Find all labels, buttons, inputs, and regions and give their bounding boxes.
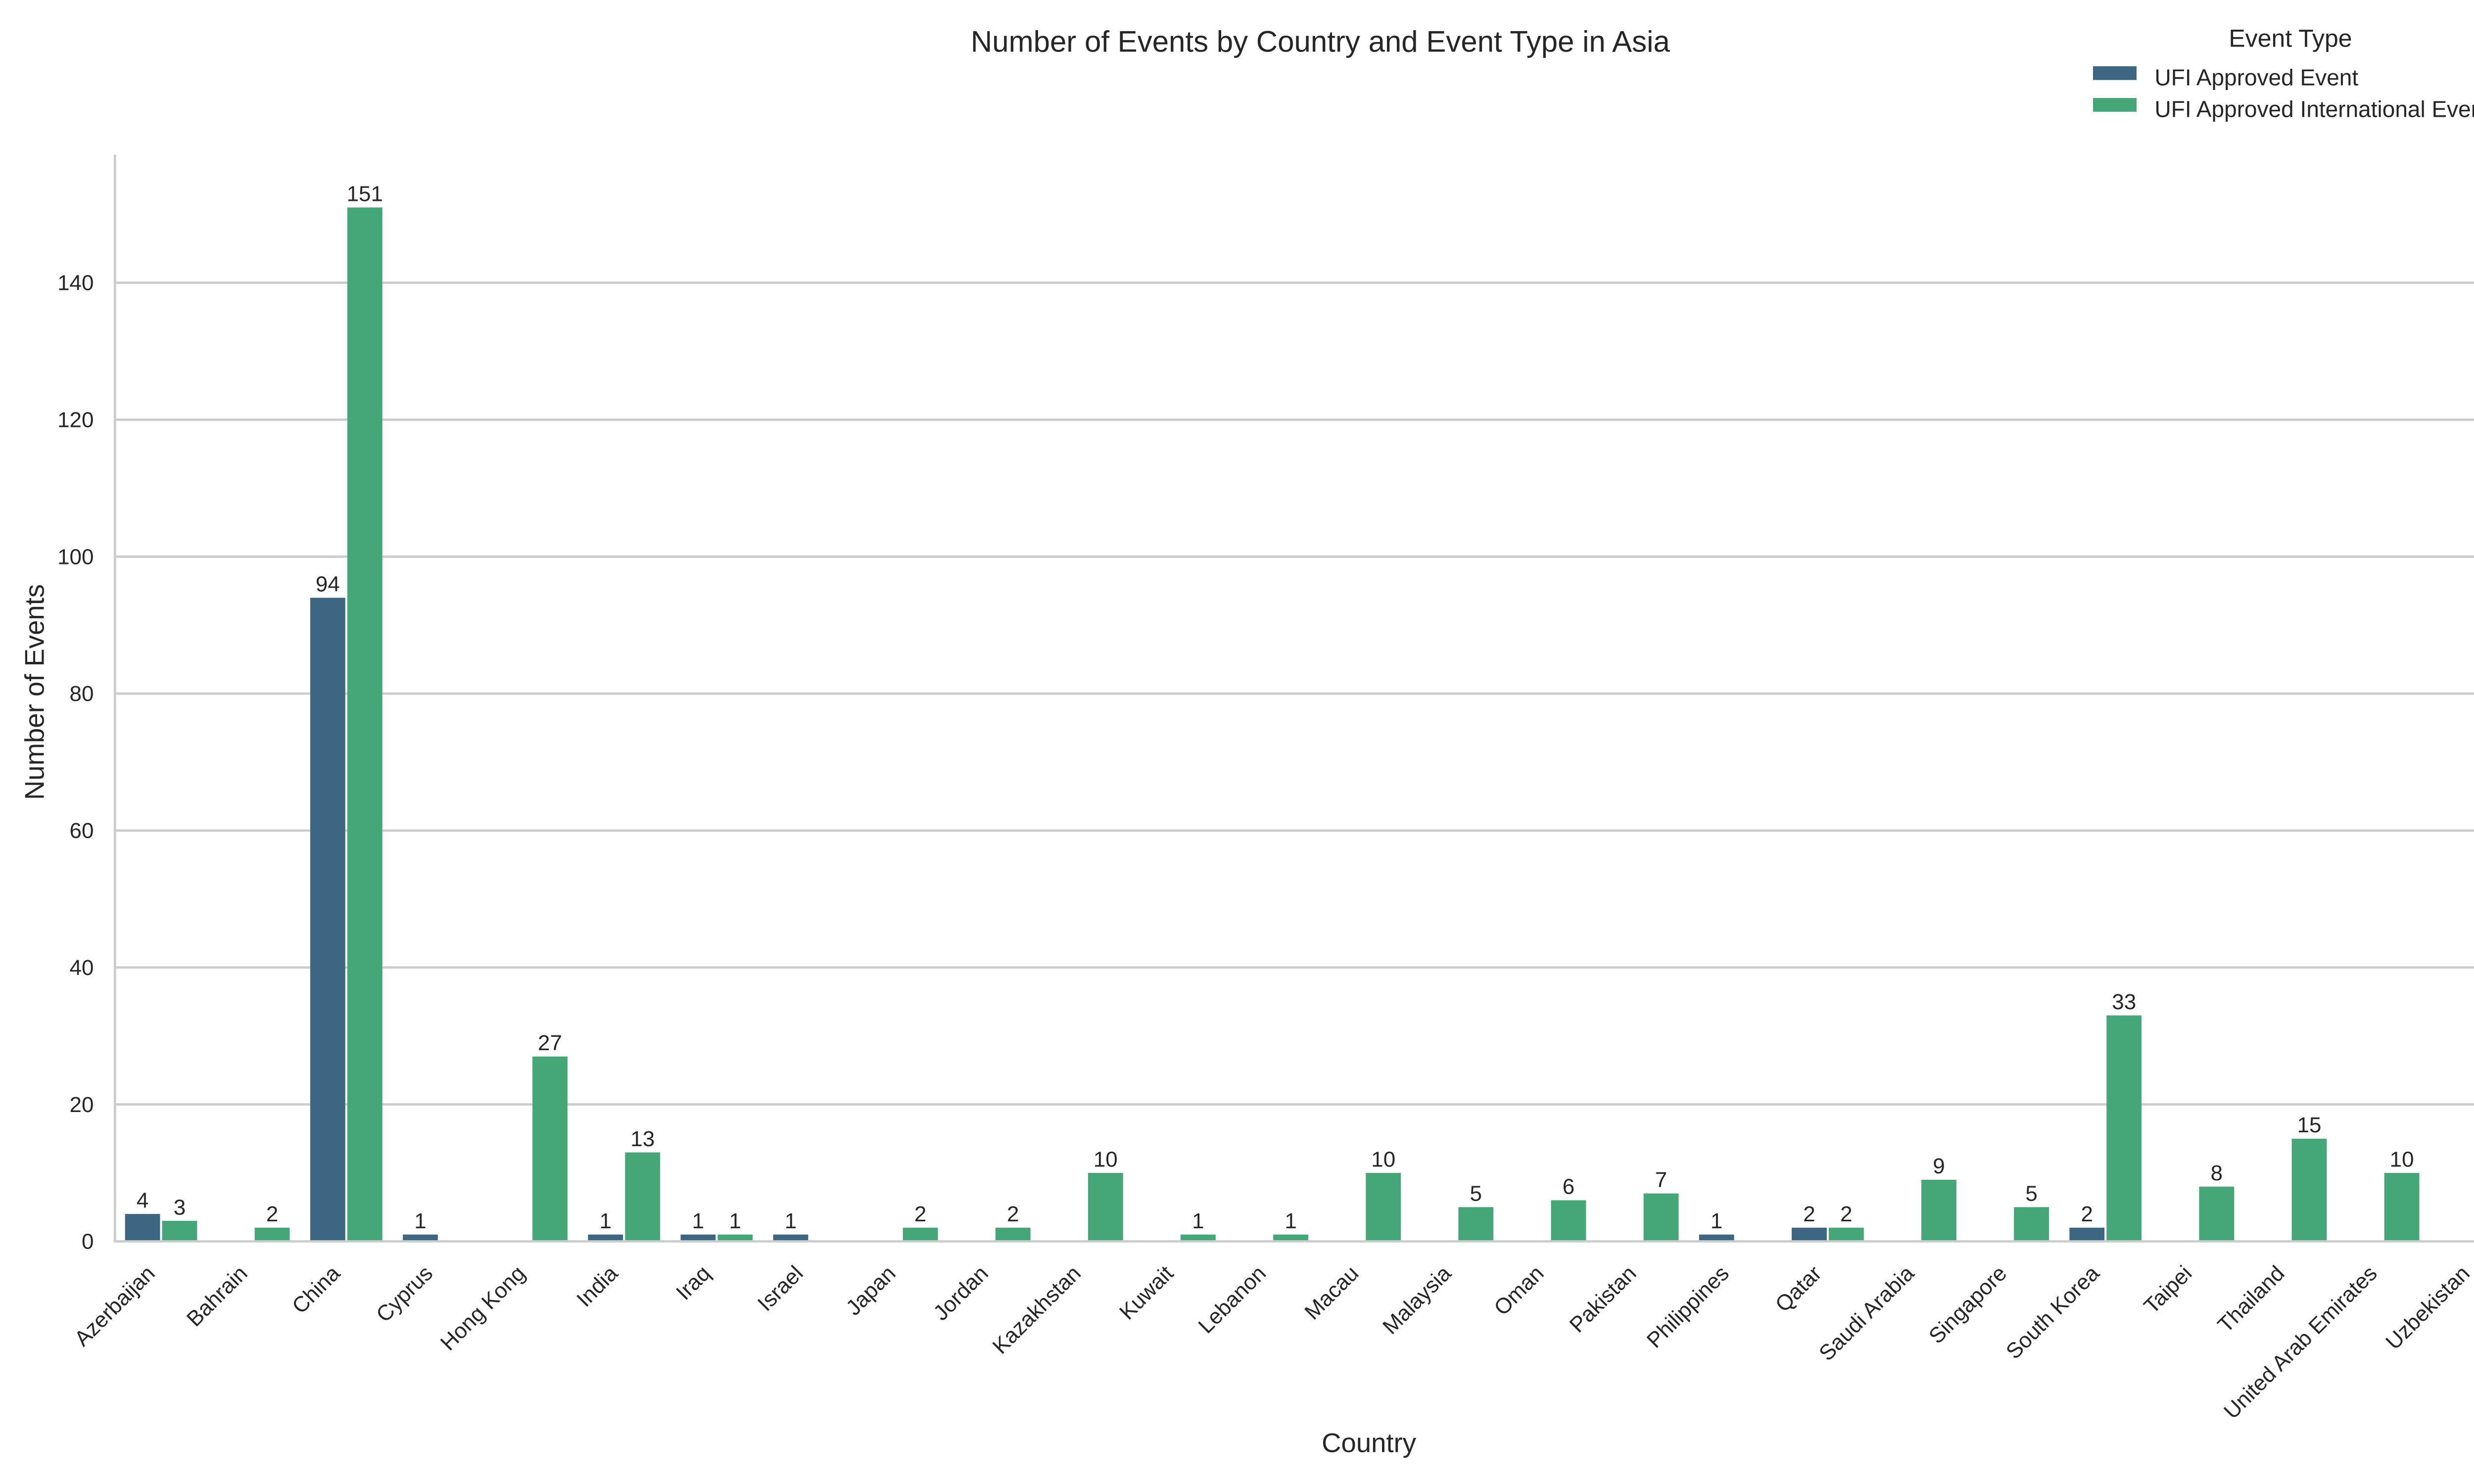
svg-text:2: 2 [266,1202,278,1226]
svg-text:2: 2 [914,1202,926,1226]
svg-text:2: 2 [2081,1202,2093,1226]
svg-text:1: 1 [692,1209,704,1233]
svg-text:1: 1 [785,1209,797,1233]
svg-text:2: 2 [1840,1202,1852,1226]
svg-text:1: 1 [414,1209,426,1233]
svg-text:UFI Approved International Eve: UFI Approved International Event [2155,96,2474,122]
svg-text:15: 15 [2297,1113,2322,1137]
svg-text:5: 5 [2025,1182,2037,1206]
svg-text:Number of Events: Number of Events [20,584,50,800]
svg-text:9: 9 [1933,1154,1945,1178]
svg-text:140: 140 [57,271,94,295]
svg-text:10: 10 [2390,1147,2414,1171]
svg-text:0: 0 [82,1230,94,1254]
svg-text:5: 5 [1470,1182,1482,1206]
svg-text:10: 10 [1094,1147,1118,1171]
svg-text:20: 20 [70,1093,94,1117]
svg-text:100: 100 [57,545,94,569]
svg-text:33: 33 [2112,990,2136,1014]
svg-text:UFI Approved Event: UFI Approved Event [2155,65,2359,91]
svg-text:27: 27 [538,1031,562,1055]
svg-text:1: 1 [1285,1209,1296,1233]
svg-text:60: 60 [70,819,94,843]
svg-text:Country: Country [1322,1428,1417,1458]
svg-text:151: 151 [347,182,383,206]
svg-text:8: 8 [2211,1161,2223,1185]
svg-text:Event Type: Event Type [2229,25,2352,52]
svg-text:2: 2 [1007,1202,1019,1226]
svg-text:7: 7 [1655,1168,1667,1192]
svg-text:3: 3 [174,1195,186,1219]
svg-text:120: 120 [57,408,94,432]
svg-text:Number of Events by Country an: Number of Events by Country and Event Ty… [971,25,1670,58]
svg-text:10: 10 [1371,1147,1395,1171]
svg-text:80: 80 [70,682,94,706]
svg-text:1: 1 [1711,1209,1722,1233]
svg-text:1: 1 [729,1209,741,1233]
svg-text:2: 2 [1803,1202,1815,1226]
svg-text:13: 13 [630,1127,655,1151]
svg-text:40: 40 [70,956,94,980]
svg-text:1: 1 [600,1209,612,1233]
svg-text:1: 1 [1192,1209,1204,1233]
svg-text:4: 4 [137,1188,148,1212]
svg-text:6: 6 [1563,1175,1574,1199]
svg-text:94: 94 [316,572,340,597]
